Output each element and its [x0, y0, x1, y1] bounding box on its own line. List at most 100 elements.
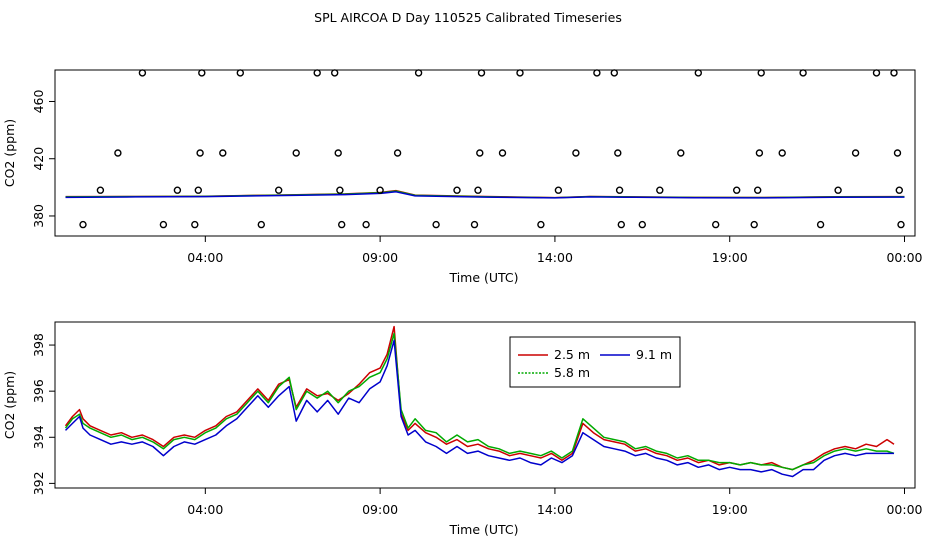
x-tick-label-top: 14:00 — [537, 250, 573, 265]
legend-label-5-8m: 5.8 m — [554, 365, 590, 380]
y-axis-label-bottom: CO2 (ppm) — [2, 371, 17, 439]
x-axis-label-bottom: Time (UTC) — [448, 522, 518, 537]
series-line-bottom-2 — [64, 339, 894, 478]
calibration-point — [477, 69, 486, 77]
calibration-point — [895, 186, 903, 194]
calibration-point — [334, 149, 342, 157]
calibration-point — [432, 220, 440, 229]
y-axis-ticks-top: 380 420 460 — [31, 90, 55, 228]
y-axis-label-top: CO2 (ppm) — [2, 119, 17, 187]
x-axis-ticks-bottom: 04:00 09:00 14:00 19:00 00:00 — [187, 488, 923, 517]
calibration-point — [331, 69, 339, 77]
calibration-point — [617, 220, 625, 229]
calibration-point — [799, 69, 807, 77]
calibration-point — [851, 149, 860, 157]
calibration-point — [196, 149, 204, 157]
x-tick-label-bottom: 00:00 — [886, 502, 922, 517]
calibration-point — [313, 69, 321, 77]
calibration-point — [138, 69, 147, 77]
y-tick-label-bottom: 398 — [31, 333, 46, 357]
calibration-point — [890, 69, 898, 77]
x-tick-label-top: 09:00 — [362, 250, 398, 265]
x-tick-label-bottom: 14:00 — [537, 502, 573, 517]
x-axis-label-top: Time (UTC) — [448, 270, 518, 285]
series-lines-bottom — [64, 325, 895, 478]
plot-frame-top — [54, 69, 916, 237]
calibration-point — [194, 186, 203, 194]
calibration-point — [572, 149, 580, 157]
x-tick-label-top: 00:00 — [886, 250, 922, 265]
calibration-point — [275, 186, 283, 194]
calibration-point — [610, 69, 618, 77]
y-tick-label-top: 380 — [31, 204, 46, 228]
calibration-point — [516, 69, 524, 77]
calibration-point — [219, 149, 227, 157]
calibration-point — [114, 149, 122, 157]
y-axis-ticks-bottom: 392 394 396 398 — [31, 333, 55, 495]
calibration-point — [733, 186, 741, 194]
plot-frame-bottom — [54, 321, 916, 489]
x-tick-label-top: 19:00 — [712, 250, 748, 265]
x-tick-label-bottom: 04:00 — [187, 502, 223, 517]
calibration-points — [79, 69, 905, 229]
calibration-point — [191, 220, 199, 229]
calibration-point — [498, 149, 507, 157]
y-tick-label-bottom: 394 — [31, 425, 46, 449]
legend: 2.5 m 9.1 m 5.8 m — [509, 336, 681, 388]
calibration-point — [414, 69, 423, 77]
calibration-point — [362, 220, 370, 229]
y-tick-label-top: 420 — [31, 147, 46, 171]
calibration-point — [778, 149, 786, 157]
y-tick-label-bottom: 396 — [31, 379, 46, 403]
calibration-point — [755, 149, 764, 157]
calibration-point — [338, 220, 346, 229]
calibration-point — [712, 220, 720, 229]
calibration-point — [470, 220, 479, 229]
legend-label-2-5m: 2.5 m — [554, 347, 590, 362]
calibration-point — [750, 220, 758, 229]
calibration-point — [376, 186, 384, 194]
calibration-point — [757, 69, 765, 77]
calibrated-points-panel: Time (UTC) CO2 (ppm) 380 420 460 04:00 09:0… — [2, 69, 923, 285]
calibration-point — [615, 186, 624, 194]
figure-title: SPL AIRCOA D Day 110525 Calibrated Times… — [314, 10, 622, 25]
y-tick-label-bottom: 392 — [31, 471, 46, 495]
calibration-point — [694, 69, 702, 77]
x-tick-label-bottom: 09:00 — [362, 502, 398, 517]
calibration-point — [159, 220, 168, 229]
series-line-bottom-1 — [64, 332, 895, 471]
legend-box — [509, 336, 681, 388]
calibration-point — [393, 149, 402, 157]
calibration-point — [834, 186, 842, 194]
calibration-point — [638, 220, 646, 229]
x-tick-label-bottom: 19:00 — [712, 502, 748, 517]
calibration-point — [476, 149, 484, 157]
calibration-point — [257, 220, 265, 229]
calibration-point — [453, 186, 461, 194]
calibration-point — [614, 149, 622, 157]
calibration-point — [754, 186, 762, 194]
series-lines-top — [65, 189, 905, 199]
calibration-point — [677, 149, 685, 157]
x-tick-label-top: 04:00 — [187, 250, 223, 265]
x-axis-ticks-top: 04:00 09:00 14:00 19:00 00:00 — [187, 236, 923, 265]
y-tick-label-top: 460 — [31, 90, 46, 114]
calibration-point — [893, 149, 902, 157]
calibration-point — [173, 186, 182, 194]
calibration-point — [554, 186, 563, 194]
calibration-point — [292, 149, 300, 157]
calibration-point — [79, 220, 87, 229]
calibration-point — [236, 69, 245, 77]
calibration-point — [198, 69, 206, 77]
series-line-top-2 — [65, 191, 905, 199]
calibration-point — [816, 220, 825, 229]
calibration-point — [336, 186, 344, 194]
calibration-point — [656, 186, 664, 194]
calibration-point — [96, 186, 105, 194]
calibration-point — [897, 220, 905, 229]
legend-label-9-1m: 9.1 m — [636, 347, 672, 362]
series-line-bottom-0 — [64, 325, 895, 471]
calibration-point — [537, 220, 545, 229]
